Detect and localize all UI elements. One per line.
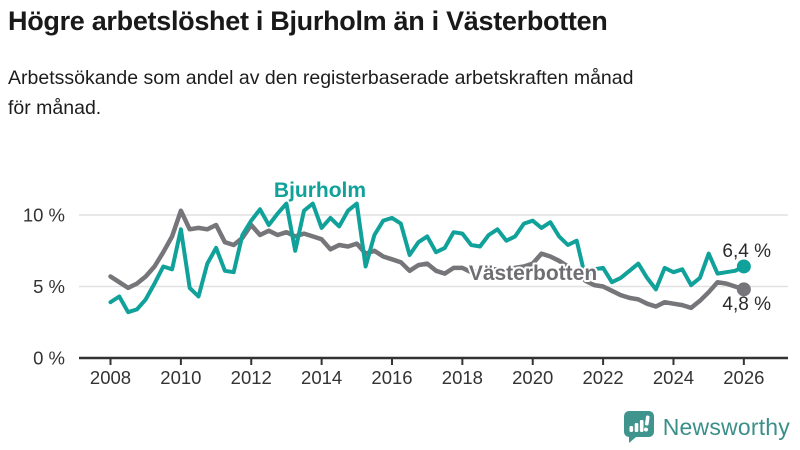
bar-chart-glyph (629, 415, 650, 432)
x-tick-label: 2008 (90, 367, 131, 388)
newsworthy-logo-icon (623, 411, 654, 443)
bjurholm-end-dot (736, 259, 751, 274)
exclamation-glyph (643, 415, 650, 432)
end-value-label-bjurholm: 6,4 % (722, 241, 771, 262)
chart-generated-layer: 0 % 5 % 10 % 2008 2010 2012 2014 2016 2018 2020 20… (23, 201, 788, 388)
x-tick-label: 2020 (512, 367, 553, 388)
vasterbotten-end-dot (736, 282, 751, 297)
series-label-bjurholm: Bjurholm (274, 179, 366, 202)
speech-bubble (623, 411, 654, 443)
y-tick-label: 10 % (23, 205, 65, 226)
bjurholm-line (108, 201, 746, 315)
y-tick-label: 5 % (33, 276, 65, 297)
x-tick-label: 2012 (231, 367, 272, 388)
x-tick-label: 2022 (583, 367, 624, 388)
chart-subtitle: Arbetssökande som andel av den registerb… (8, 63, 633, 123)
y-tick-label: 0 % (33, 348, 65, 369)
x-tick-label: 2026 (723, 367, 764, 388)
x-tick-label: 2024 (653, 367, 694, 388)
subtitle-line-1: Arbetssökande som andel av den registerb… (8, 67, 634, 89)
chart-title: Högre arbetslöshet i Bjurholm än i Väste… (8, 6, 608, 36)
x-tick-label: 2014 (301, 367, 342, 388)
x-tick-label: 2016 (371, 367, 412, 388)
newsworthy-brand: Newsworthy (622, 410, 790, 444)
vasterbotten-line (108, 208, 747, 311)
x-tick-label: 2018 (442, 367, 483, 388)
brand-name: Newsworthy (662, 413, 790, 440)
end-value-label-vasterbotten: 4,8 % (722, 294, 771, 315)
series-label-vasterbotten: Västerbotten (469, 262, 597, 285)
x-tick-label: 2010 (160, 367, 201, 388)
subtitle-line-2: för månad. (8, 97, 102, 120)
